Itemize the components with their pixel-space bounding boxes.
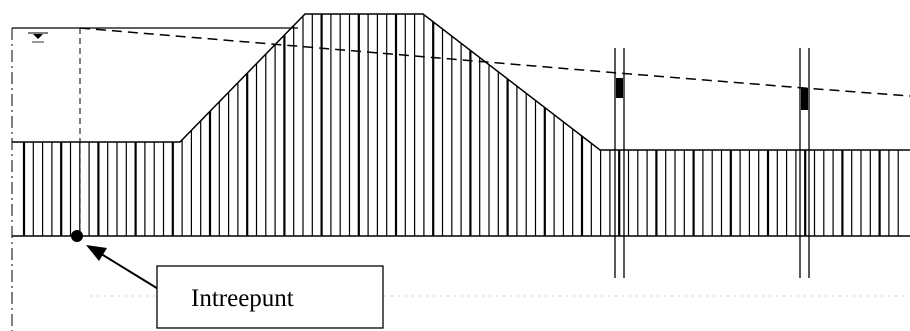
soil-hatching <box>22 14 899 236</box>
entry-point-label-box <box>156 265 384 329</box>
piezometer-1 <box>614 48 625 278</box>
phreatic-dashed-line <box>79 27 910 97</box>
entry-point-arrow <box>86 245 161 291</box>
piezometer-2 <box>799 48 810 278</box>
dike-profile-outline <box>12 13 910 151</box>
water-level-symbol <box>28 32 48 43</box>
entry-point-dot <box>71 230 83 242</box>
entry-point-label: Intreepunt <box>191 285 294 312</box>
